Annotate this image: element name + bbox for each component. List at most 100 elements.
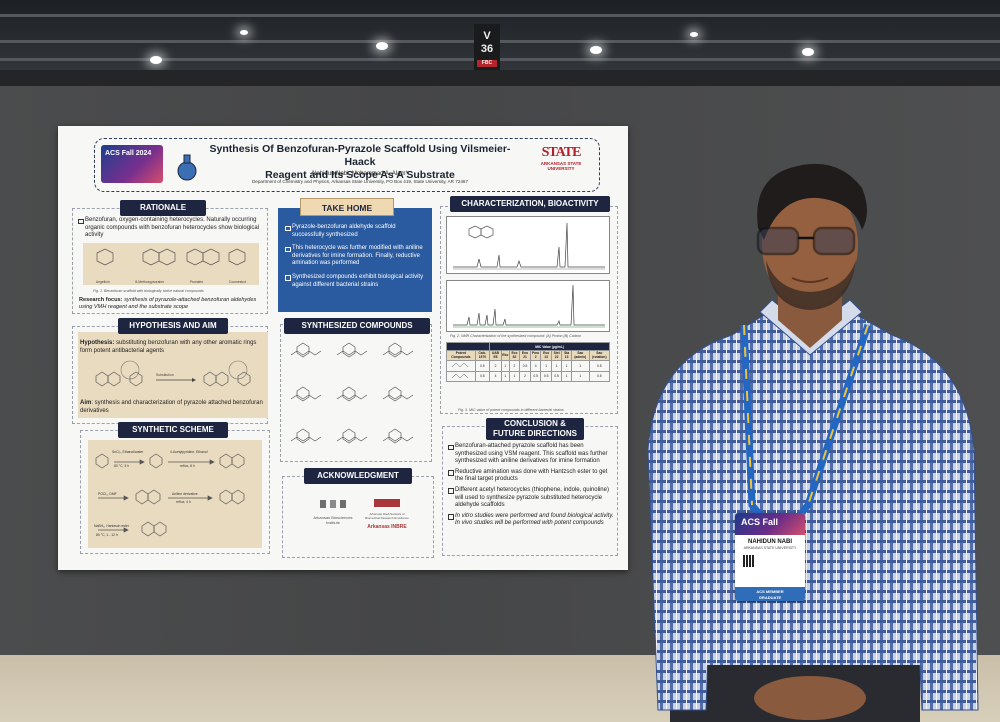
table-cell: 1 [570,370,590,383]
table-header: Sao (rotation) [588,350,611,361]
ceiling-light-icon [690,32,698,37]
step1-reagents: SnCl₂, Ethanol/water [112,450,144,454]
table-cell: 0.5 [529,370,542,383]
hair [757,163,867,240]
table-cell: 0.5 [588,370,611,383]
hypothesis-label: Hypothesis: [80,340,115,346]
aim-label: Aim [80,400,92,406]
conclusion-section: Benzofuran-attached pyrazole scaffold ha… [442,426,618,556]
table-header: Eno 21 [519,350,531,361]
research-focus-text: synthesis of pyrazole-attached benzofura… [79,297,257,310]
acknowledgment-title: ACKNOWLEDGMENT [304,468,412,484]
table-cell: 1 [500,359,510,372]
rationale-title: RATIONALE [120,200,206,216]
figure-label: Coumestrol [228,280,247,284]
badge-member-line-1: ACS MEMBER [756,589,784,594]
hypothesis-panel: Hypothesis: substituting benzofuran with… [78,332,268,418]
mic-table: MIC Value (μg/mL) Potent Compounds Calc.… [445,342,611,383]
table-cell: 0.5 [550,370,563,383]
hands [754,676,866,720]
table-cell: 0.5 [474,370,491,383]
proton-nmr-spectrum [446,216,610,274]
research-poster: ACS Fall 2024 Synthesis Of Benzofuran-Py… [58,126,628,570]
conclusion-bullet: In vitro studies were performed and foun… [447,513,615,528]
presenter-person [647,163,979,722]
step4-conditions: reflux, 4 h [176,500,191,504]
conclusion-title-line-2: FUTURE DIRECTIONS [493,429,577,438]
state-logo-word: STATE [541,145,582,160]
synthetic-scheme-title: SYNTHETIC SCHEME [118,422,228,438]
mic-table-title: MIC Value (μg/mL) [489,342,610,351]
table-header: UAB E8 [489,350,502,361]
poster-title-line-1: Synthesis Of Benzofuran-Pyrazole Scaffol… [209,143,511,168]
compound-structure-icon [451,373,468,379]
aim-body: : synthesis and characterization of pyra… [80,400,263,414]
pillar-sign: V 36 FBC [474,24,500,74]
table-row: 0.5 2 1 2 0.5 4 1 1 1 1 0.5 [446,359,611,372]
lanyard [740,323,872,518]
badge-event-logo: ACS Fall [735,513,805,535]
mic-caption: Fig. 3. MIC value of potent compounds in… [458,408,564,412]
table-cell: 0.5 [519,359,531,372]
step5-conditions: 80 °C, 1 - 12 h [96,533,118,537]
table-header: Calc. 1970 [474,350,491,361]
rationale-section: Benzofuran, oxygen-containing heterocycl… [72,208,268,314]
research-focus-label: Research focus: [79,297,123,303]
synthetic-scheme-panel: SnCl₂, Ethanol/water 80 °C, 3 h 4-Acetyl… [88,440,262,548]
figure-label: Angelicin [95,280,110,284]
synthesized-compounds-section [280,324,432,462]
ceiling-truss [0,40,1000,43]
network-logo-text: Arkansas IDeA Network of Biomedical Rese… [365,512,409,520]
rationale-caption: Fig. 1. Benzofuran scaffold with biologi… [93,289,204,293]
benzofuran-structures-icon [96,248,246,266]
table-cell: 1 [500,370,510,383]
table-cell: 4 [489,370,502,383]
table-cell: 2 [508,359,521,372]
ceiling-truss [0,14,1000,17]
inbre-logo: Arkansas IDeA Network of Biomedical Rese… [365,495,409,530]
exhibition-hall-ceiling: V 36 FBC [0,0,1000,78]
step2-reagents: 4-Acetylpyridine, Ethanol [170,450,208,454]
compound-structure-icon [451,362,468,368]
name-badge: ACS Fall NAHIDUN NABI ARKANSAS STATE UNI… [735,513,805,601]
badge-member-strip: ACS MEMBER GRADUATE [735,587,805,601]
table-cell: 1 [550,359,563,372]
qr-code-icon [743,555,755,567]
take-home-bullet: Pyrazole-benzofuran aldehyde scaffold su… [284,224,428,239]
poster-board-top-rail [0,70,1000,86]
step1-conditions: 80 °C, 3 h [114,464,130,468]
synthesized-compounds-title: SYNTHESIZED COMPOUNDS [284,318,430,334]
table-cell: 0.5 [474,359,491,372]
poster-authors: Nahidun Nabi, Mohammad A. Alam* [312,171,408,177]
table-cell: 1 [508,370,521,383]
table-cell: 2 [489,359,502,372]
table-header: Eso 13 [540,350,552,361]
table-cell: 0.5 [540,370,552,383]
step4-reagents: Aniline derivative [172,492,198,496]
table-row: 0.5 4 1 1 2 0.5 0.5 0.5 1 1 0.5 [446,370,611,383]
substitution-arrow-label: Substitution [156,373,174,377]
nmr-spectrum-plot [453,284,605,328]
take-home-bullet: Synthesized compounds exhibit biological… [284,274,428,289]
table-header: Pmu 2 [529,350,542,361]
rationale-bullet: Benzofuran, oxygen-containing heterocycl… [77,217,265,240]
table-cell: 1 [570,359,590,372]
table-cell: 1 [561,370,572,383]
characterization-title: CHARACTERIZATION, BIOACTIVITY [450,196,610,212]
ceiling-truss [0,58,1000,61]
table-cell: 1 [540,359,552,372]
compound-structure-cell [446,359,476,372]
flask-icon [177,154,197,181]
table-header: Potent Compounds [446,350,476,361]
take-home-section: Pyrazole-benzofuran aldehyde scaffold su… [278,208,432,312]
conclusion-bullet: Reductive amination was done with Hantzs… [447,469,615,484]
table-cell: 4 [529,359,542,372]
research-focus: Research focus: synthesis of pyrazole-at… [79,297,267,310]
pillar-sign-number: 36 [480,43,494,55]
pillar-sign-tag: FBC [477,60,497,67]
table-header: Stel 22 [550,350,563,361]
step3-reagents: POCl₃, DMF [98,492,117,496]
inbre-logo-text: Arkansas INBRE [367,524,407,531]
abi-logo-text: Arkansas Biosciences Institute [313,515,353,525]
ceiling-light-icon [590,46,602,54]
